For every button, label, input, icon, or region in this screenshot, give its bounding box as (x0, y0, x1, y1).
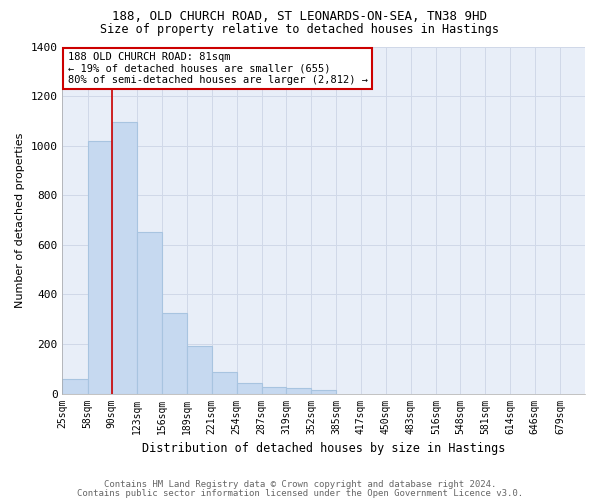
Bar (262, 386, 286, 394)
Bar (112, 122, 137, 394)
Bar (162, 313, 187, 394)
Bar (62, 378, 88, 394)
X-axis label: Distribution of detached houses by size in Hastings: Distribution of detached houses by size … (142, 442, 505, 455)
Bar (311, 390, 336, 394)
Bar (187, 346, 212, 394)
Bar (286, 388, 311, 394)
Bar (137, 232, 162, 394)
Text: Contains HM Land Registry data © Crown copyright and database right 2024.: Contains HM Land Registry data © Crown c… (104, 480, 496, 489)
Bar (212, 372, 236, 394)
Bar (236, 383, 262, 394)
Text: Contains public sector information licensed under the Open Government Licence v3: Contains public sector information licen… (77, 488, 523, 498)
Text: 188 OLD CHURCH ROAD: 81sqm
← 19% of detached houses are smaller (655)
80% of sem: 188 OLD CHURCH ROAD: 81sqm ← 19% of deta… (68, 52, 368, 85)
Bar (88, 140, 112, 394)
Text: Size of property relative to detached houses in Hastings: Size of property relative to detached ho… (101, 22, 499, 36)
Text: 188, OLD CHURCH ROAD, ST LEONARDS-ON-SEA, TN38 9HD: 188, OLD CHURCH ROAD, ST LEONARDS-ON-SEA… (113, 10, 487, 23)
Y-axis label: Number of detached properties: Number of detached properties (15, 132, 25, 308)
